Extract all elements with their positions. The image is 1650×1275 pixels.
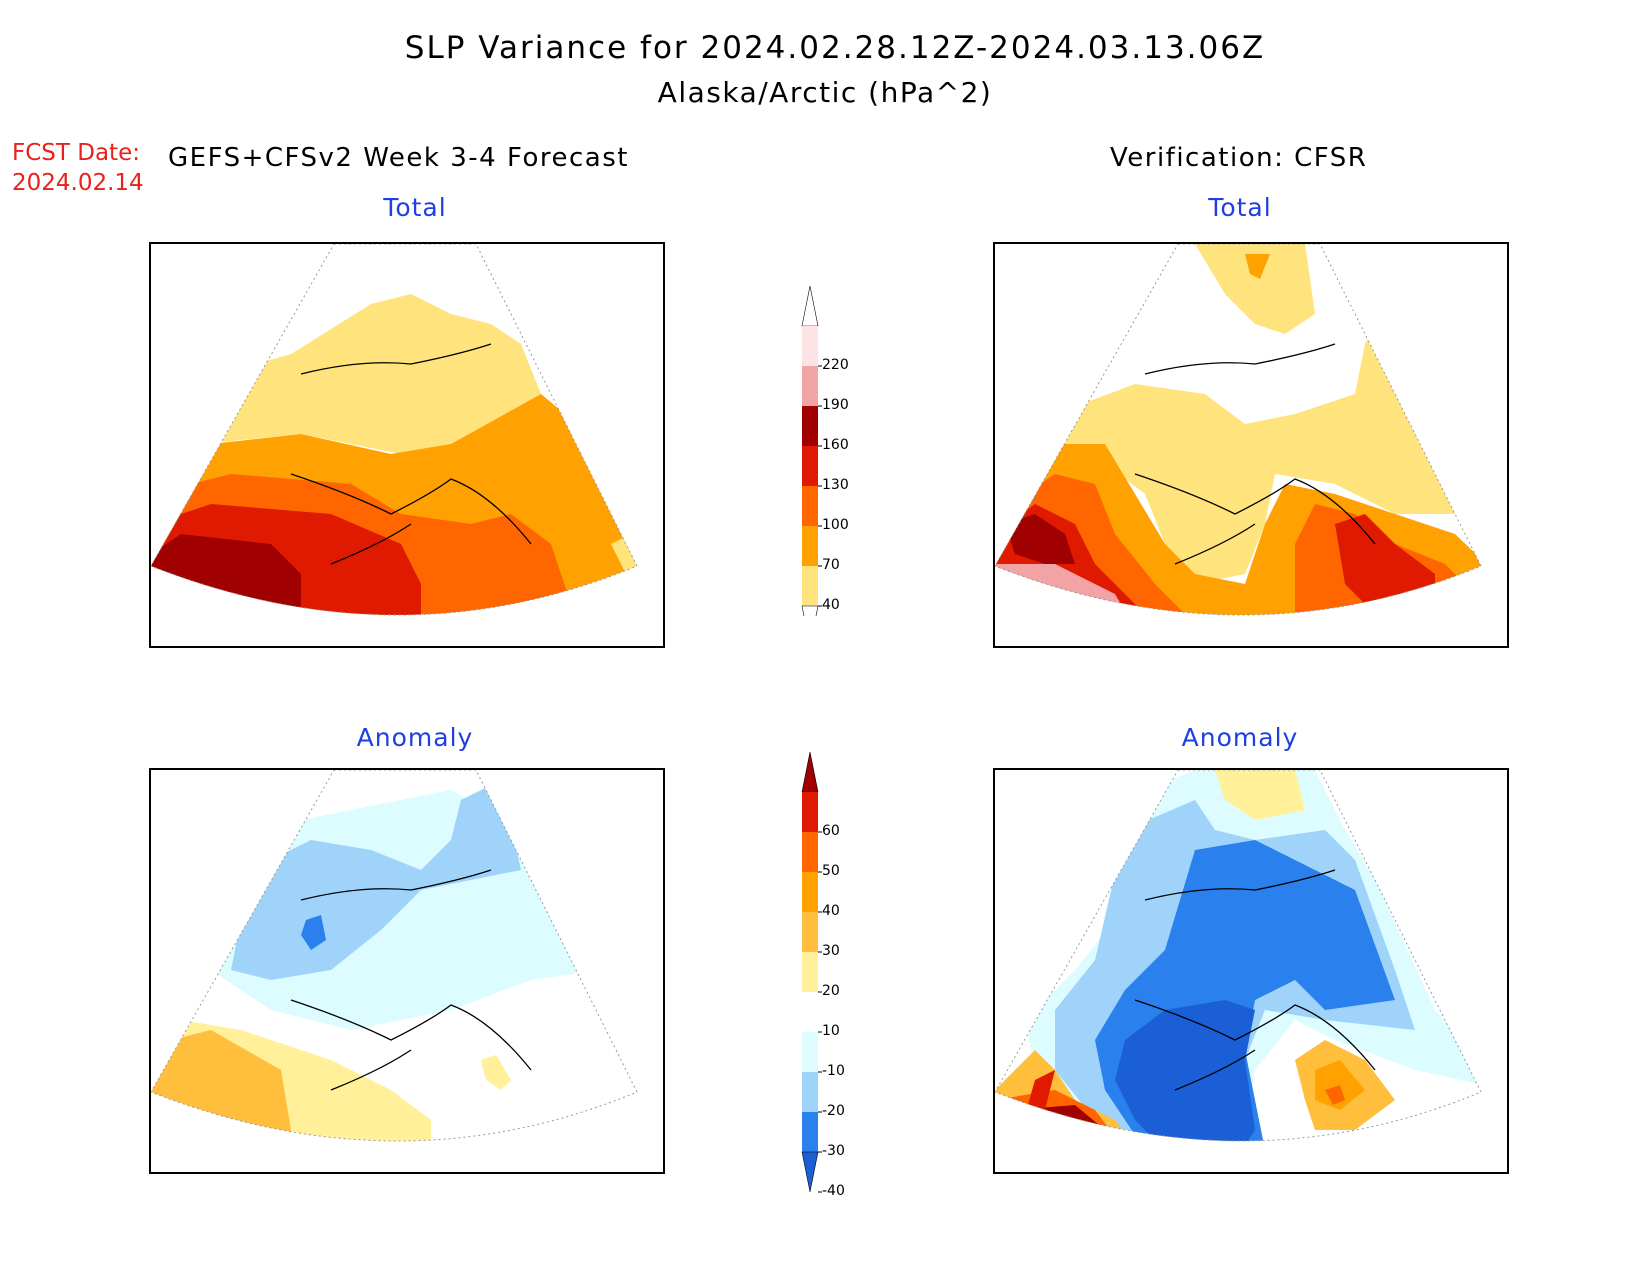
total-colorbar-swatches (801, 286, 822, 616)
anomaly-colorbar-swatch (802, 912, 818, 952)
anomaly-colorbar-swatch (802, 952, 818, 992)
total-colorbar-swatch (802, 486, 818, 526)
anomaly-colorbar-swatch (802, 1112, 818, 1152)
total-colorbar-swatch (802, 366, 818, 406)
total-colorbar-label: 70 (822, 557, 840, 573)
anomaly-colorbar-swatch (802, 1032, 818, 1072)
anomaly-colorbar-label: 30 (822, 943, 840, 959)
total-colorbar: 220 190 160 130 100 70 40 (800, 286, 870, 616)
total-colorbar-bottom-arrow (801, 605, 819, 616)
forecast-heading: GEFS+CFSv2 Week 3-4 Forecast (168, 143, 629, 173)
forecast-total-title: Total (383, 193, 447, 222)
anomaly-colorbar-swatches (801, 752, 822, 1193)
forecast-date-label: FCST Date: (12, 140, 140, 166)
forecast-date-value: 2024.02.14 (12, 170, 144, 196)
verification-heading: Verification: CFSR (1110, 143, 1368, 173)
chart-subtitle: Alaska/Arctic (hPa^2) (657, 76, 993, 109)
anomaly-colorbar-label: 10 (822, 1023, 840, 1039)
anomaly-colorbar-top-arrow (801, 752, 819, 793)
anomaly-colorbar-label: -40 (822, 1183, 845, 1199)
total-colorbar-swatch (802, 326, 818, 366)
anomaly-colorbar-swatch (802, 872, 818, 912)
anomaly-colorbar-label: -30 (822, 1143, 845, 1159)
total-colorbar-top-arrow (801, 286, 819, 327)
total-colorbar-label: 190 (822, 397, 849, 413)
forecast-anomaly-map (149, 768, 665, 1174)
anomaly-colorbar-swatch (802, 992, 818, 1032)
anomaly-colorbar-label: -10 (822, 1063, 845, 1079)
total-colorbar-label: 220 (822, 357, 849, 373)
verification-total-title: Total (1208, 193, 1272, 222)
anomaly-colorbar-label: 20 (822, 983, 840, 999)
forecast-date-block: FCST Date: 2024.02.14 (12, 138, 144, 198)
total-colorbar-label: 100 (822, 517, 849, 533)
anomaly-colorbar-bottom-arrow (801, 1151, 819, 1193)
anomaly-colorbar-swatch (802, 832, 818, 872)
total-colorbar-swatch (802, 566, 818, 606)
anomaly-colorbar-swatch (802, 792, 818, 832)
anomaly-colorbar-label: 40 (822, 903, 840, 919)
total-colorbar-label: 160 (822, 437, 849, 453)
verification-anomaly-map (993, 768, 1509, 1174)
anomaly-colorbar-swatch (802, 1072, 818, 1112)
total-colorbar-label: 40 (822, 597, 840, 613)
total-colorbar-swatch (802, 526, 818, 566)
total-colorbar-label: 130 (822, 477, 849, 493)
forecast-total-map (149, 242, 665, 648)
verification-anomaly-title: Anomaly (1181, 723, 1299, 752)
anomaly-colorbar-label: 50 (822, 863, 840, 879)
anomaly-colorbar: 60 50 40 30 20 10 -10 -20 -30 -40 (800, 752, 870, 1202)
total-colorbar-swatch (802, 406, 818, 446)
anomaly-colorbar-label: 60 (822, 823, 840, 839)
chart-title: SLP Variance for 2024.02.28.12Z-2024.03.… (404, 30, 1266, 66)
verification-total-map (993, 242, 1509, 648)
total-colorbar-swatch (802, 446, 818, 486)
forecast-anomaly-title: Anomaly (356, 723, 474, 752)
anomaly-colorbar-label: -20 (822, 1103, 845, 1119)
